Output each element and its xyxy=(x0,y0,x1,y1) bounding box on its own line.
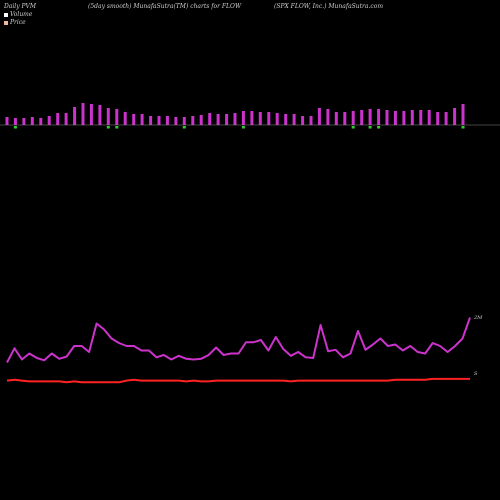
volume-bar xyxy=(165,116,169,125)
label-2m: 2M xyxy=(473,315,483,321)
legend-swatch-price xyxy=(4,20,8,25)
volume-bar xyxy=(174,117,178,125)
volume-bar xyxy=(267,112,271,125)
volume-bar-down xyxy=(115,126,119,129)
volume-bar xyxy=(292,114,296,125)
volume-bar xyxy=(326,109,330,125)
volume-bar xyxy=(208,113,212,125)
volume-bar xyxy=(377,109,381,125)
volume-bar xyxy=(393,111,397,125)
volume-bar xyxy=(419,110,423,125)
volume-bar xyxy=(64,113,68,125)
volume-bar xyxy=(216,114,220,125)
volume-bar xyxy=(81,103,85,125)
volume-bar xyxy=(453,108,457,125)
legend-label-price: Price xyxy=(10,19,26,26)
volume-bar xyxy=(106,108,110,125)
volume-bar xyxy=(233,113,237,125)
volume-bar xyxy=(56,113,60,125)
volume-bar xyxy=(427,110,431,125)
volume-bar xyxy=(343,112,347,125)
volume-bar xyxy=(182,117,186,125)
volume-bar-down xyxy=(182,126,186,129)
volume-bar xyxy=(461,104,465,125)
volume-bar xyxy=(199,115,203,125)
volume-bar xyxy=(360,110,364,125)
volume-bar xyxy=(98,105,102,125)
volume-bar-down xyxy=(241,126,245,129)
legend-item-price: Price xyxy=(4,19,26,26)
chart-title: (5day smooth) MunafaSutra(TM) charts for… xyxy=(88,3,242,10)
pvm-line xyxy=(6,317,471,363)
volume-bar xyxy=(5,117,9,125)
volume-bar xyxy=(123,112,127,125)
volume-bar xyxy=(115,109,119,125)
volume-bar-down xyxy=(351,126,355,129)
volume-bar xyxy=(284,114,288,125)
chart-type-label: Daily PVM xyxy=(4,3,37,10)
volume-bar-down xyxy=(13,126,17,129)
volume-bar xyxy=(157,116,161,125)
legend-label-volume: Volume xyxy=(10,11,33,18)
volume-bar xyxy=(334,112,338,125)
volume-bar xyxy=(444,112,448,125)
volume-bar xyxy=(402,111,406,125)
volume-bar xyxy=(73,107,77,125)
volume-bar xyxy=(149,116,153,125)
volume-bar xyxy=(436,112,440,125)
volume-bar xyxy=(309,116,313,125)
volume-bar xyxy=(39,118,43,125)
volume-bars xyxy=(5,103,465,129)
label-s: S xyxy=(474,371,478,377)
volume-bar xyxy=(140,114,144,125)
volume-bar xyxy=(410,110,414,125)
volume-bar xyxy=(30,117,34,125)
volume-bar xyxy=(275,113,279,125)
volume-bar xyxy=(13,118,17,125)
volume-bar xyxy=(89,104,93,125)
volume-bar xyxy=(47,116,51,125)
volume-bar-down xyxy=(461,126,465,129)
volume-bar xyxy=(258,112,262,125)
volume-bar xyxy=(241,111,245,125)
volume-bar xyxy=(191,116,195,125)
volume-bar xyxy=(317,108,321,125)
volume-bar-down xyxy=(368,126,372,129)
volume-bar xyxy=(351,111,355,125)
line-series xyxy=(6,317,471,384)
volume-bar-down xyxy=(106,126,110,129)
volume-bar xyxy=(225,114,229,125)
volume-bar xyxy=(368,109,372,125)
legend-swatch-volume xyxy=(4,12,8,17)
volume-bar xyxy=(301,116,305,125)
volume-bar xyxy=(22,118,26,125)
chart-source: (SPX FLOW, Inc.) MunafaSutra.com xyxy=(274,3,384,10)
volume-bar xyxy=(250,111,254,125)
volume-bar xyxy=(132,114,136,125)
price-line xyxy=(6,377,470,384)
legend-item-volume: Volume xyxy=(4,11,32,18)
volume-bar-down xyxy=(377,126,381,129)
volume-bar xyxy=(385,110,389,125)
